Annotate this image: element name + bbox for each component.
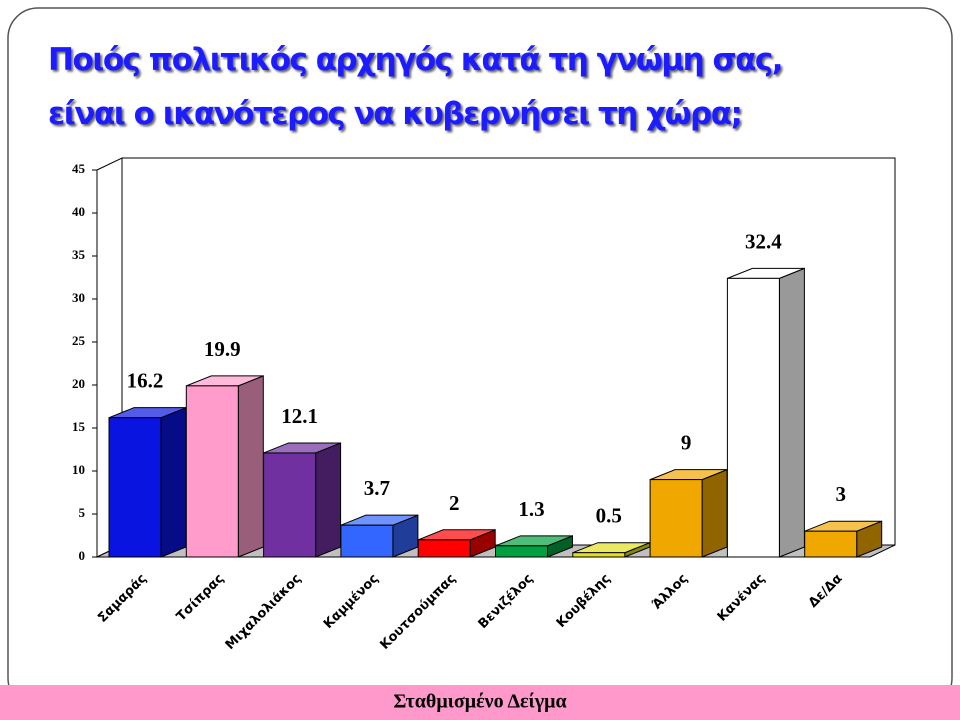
y-tick-label: 0	[79, 548, 86, 563]
y-tick-label: 45	[72, 161, 86, 176]
data-label: 3	[835, 482, 846, 506]
y-tick-label: 10	[72, 462, 85, 477]
bar-side	[701, 468, 728, 558]
data-label: 3.7	[364, 476, 390, 500]
y-tick-label: 15	[72, 419, 86, 434]
bar	[108, 417, 162, 558]
data-label: 12.1	[281, 404, 318, 428]
data-label: 19.9	[204, 337, 241, 361]
data-label: 9	[681, 431, 692, 455]
bar	[185, 385, 239, 558]
bar	[572, 552, 626, 558]
data-label: 16.2	[127, 369, 164, 393]
bar	[726, 277, 780, 558]
bar	[340, 524, 394, 558]
bar-side	[160, 406, 187, 558]
y-tick-label: 25	[72, 333, 86, 348]
bar	[417, 539, 471, 558]
chart-title: Ποιός πολιτικός αρχηγός κατά τη γνώμη σα…	[48, 42, 782, 78]
bar	[495, 545, 548, 558]
bar	[263, 452, 317, 558]
bar	[649, 479, 703, 558]
y-tick-label: 5	[79, 505, 86, 520]
y-tick-label: 30	[72, 290, 85, 305]
data-label: 0.5	[596, 504, 622, 528]
bar-side	[237, 375, 264, 558]
data-label: 32.4	[745, 229, 782, 253]
footer-band	[0, 685, 960, 720]
chart-title: είναι ο ικανότερος να κυβερνήσει τη χώρα…	[48, 96, 741, 132]
y-tick-label: 20	[72, 376, 85, 391]
bar-side	[315, 442, 342, 558]
footer: Σταθμισμένο Δείγμα	[393, 691, 566, 713]
data-label: 2	[449, 491, 460, 515]
y-tick-label: 40	[72, 204, 85, 219]
bar	[804, 530, 858, 558]
y-tick-label: 35	[72, 247, 86, 262]
data-label: 1.3	[518, 497, 544, 521]
bar-side	[778, 267, 805, 558]
